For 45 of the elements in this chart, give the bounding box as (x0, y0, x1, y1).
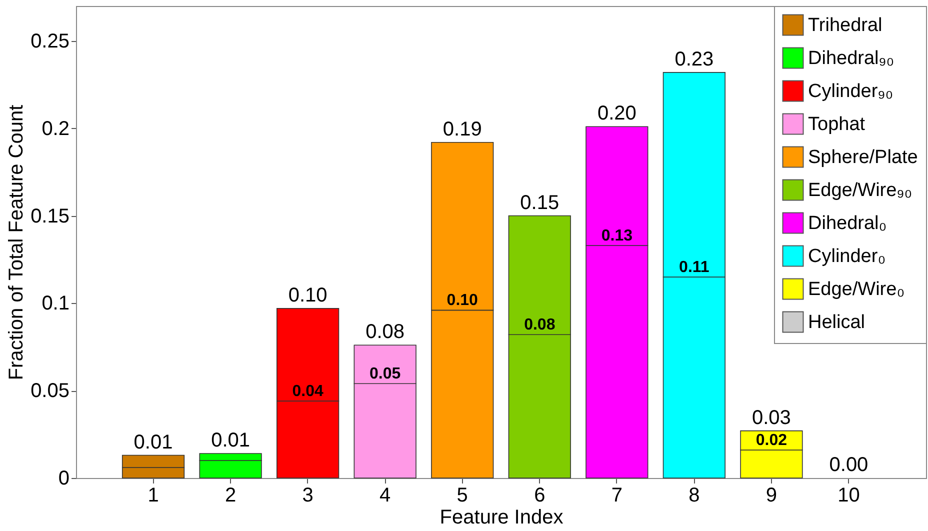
y-tick-label: 0.05 (30, 380, 70, 402)
x-tick-label: 7 (611, 484, 622, 506)
data-label: 0.10 (446, 292, 478, 310)
x-tick-label: 1 (148, 484, 159, 506)
x-tick-label: 8 (688, 484, 700, 506)
total-label: 0.01 (211, 430, 250, 452)
x-axis-title: Feature Index (440, 506, 564, 528)
legend-label: Edge/Wire₀ (808, 279, 905, 300)
x-tick-label: 2 (224, 484, 236, 506)
y-tick-label: 0.1 (42, 292, 70, 315)
total-label: 0.15 (520, 192, 560, 214)
total-label: 0.08 (366, 321, 405, 344)
legend-label: Edge/Wire₉₀ (808, 180, 912, 201)
data-label: 0.02 (756, 432, 788, 450)
x-tick-label: 9 (766, 484, 778, 506)
y-tick-label: 0.2 (42, 118, 70, 140)
x-tick-label: 4 (380, 484, 391, 506)
data-label: 0.05 (370, 366, 401, 383)
total-label: 0.23 (674, 48, 714, 70)
x-tick-label: 5 (456, 484, 468, 506)
x-tick-label: 10 (838, 484, 860, 506)
total-label: 0.03 (752, 406, 791, 429)
total-label: 0.01 (134, 431, 173, 454)
total-label: 0.20 (597, 102, 636, 125)
total-label: 0.19 (442, 118, 482, 140)
data-label: 0.13 (601, 227, 633, 244)
legend-label: Dihedral₉₀ (808, 48, 894, 69)
data-label: 0.11 (679, 258, 710, 276)
legend-label: Trihedral (808, 15, 882, 36)
legend-label: Dihedral₀ (808, 213, 887, 234)
data-label: 0.04 (292, 383, 324, 400)
y-tick-label: 0.25 (30, 30, 70, 52)
x-tick-label: 6 (534, 484, 546, 506)
total-label: 0.10 (288, 284, 328, 306)
y-tick-label: 0.15 (30, 205, 70, 228)
total-label: 0.00 (829, 454, 868, 476)
y-axis-title: Fraction of Total Feature Count (6, 104, 28, 380)
legend-label: Cylinder₉₀ (808, 81, 894, 102)
legend-label: Sphere/Plate (808, 147, 918, 168)
legend-label: Tophat (808, 114, 866, 135)
legend-label: Helical (808, 312, 866, 333)
x-tick-label: 3 (302, 484, 314, 506)
data-label: 0.08 (524, 316, 556, 334)
y-tick-label: 0 (58, 468, 70, 490)
legend-label: Cylinder₀ (808, 246, 886, 267)
